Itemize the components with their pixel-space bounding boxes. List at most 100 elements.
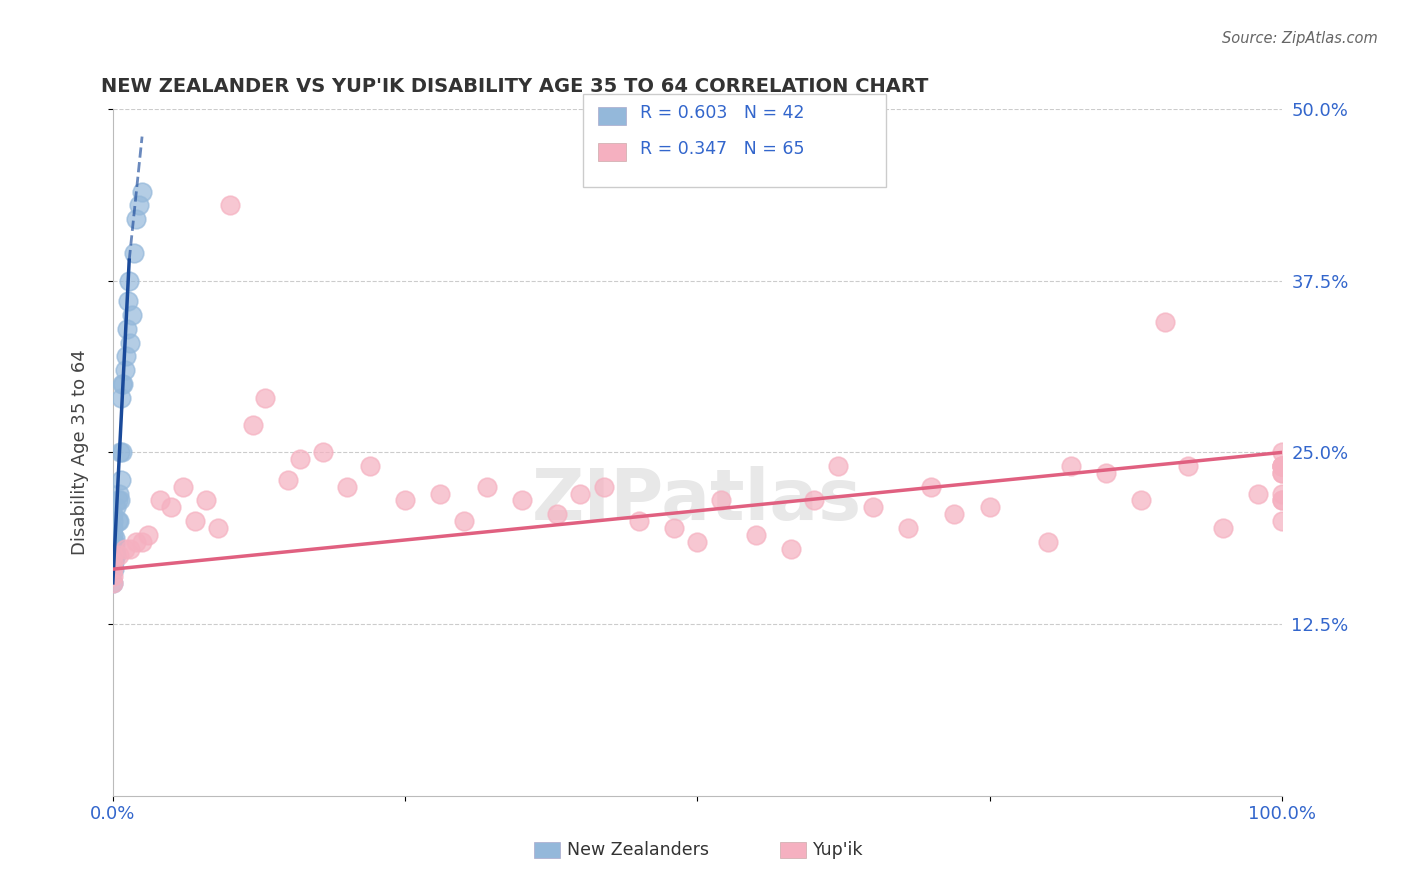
Point [745, 528, 768, 542]
Point [104, 544, 127, 558]
Point [510, 493, 533, 508]
Point [107, 549, 129, 563]
Point [128, 198, 150, 212]
Text: Source: ZipAtlas.com: Source: ZipAtlas.com [1222, 31, 1378, 46]
Point [336, 480, 359, 494]
Point [101, 534, 124, 549]
Point [1095, 466, 1118, 480]
Point [1271, 459, 1294, 474]
Point [779, 541, 801, 556]
Point [592, 480, 614, 494]
Point [207, 521, 229, 535]
Point [359, 459, 381, 474]
Point [1271, 493, 1294, 508]
Point [125, 534, 148, 549]
Text: R = 0.603   N = 42: R = 0.603 N = 42 [640, 104, 804, 122]
Point [125, 211, 148, 226]
Point [115, 322, 138, 336]
Point [1271, 445, 1294, 459]
Point [218, 198, 240, 212]
Point [1177, 459, 1199, 474]
Point [103, 541, 125, 556]
Point [108, 493, 131, 508]
Point [101, 555, 124, 569]
Point [1036, 534, 1059, 549]
Point [277, 473, 299, 487]
Text: Yup'ik: Yup'ik [813, 841, 863, 859]
Point [103, 549, 125, 563]
Point [114, 541, 136, 556]
Point [104, 537, 127, 551]
Point [1060, 459, 1083, 474]
Point [121, 308, 143, 322]
Point [118, 274, 141, 288]
Point [1271, 486, 1294, 500]
Point [101, 555, 124, 569]
Point [253, 391, 276, 405]
Point [103, 534, 125, 549]
Point [1271, 514, 1294, 528]
Point [1212, 521, 1234, 535]
Point [710, 493, 733, 508]
Point [101, 562, 124, 576]
Point [114, 349, 136, 363]
Point [107, 486, 129, 500]
Point [101, 507, 124, 521]
Point [827, 459, 849, 474]
Point [103, 562, 125, 576]
Point [546, 507, 568, 521]
Text: ZIPatlas: ZIPatlas [533, 466, 862, 535]
Point [195, 493, 218, 508]
Point [111, 376, 134, 391]
Point [662, 521, 685, 535]
Point [101, 528, 124, 542]
Point [101, 521, 124, 535]
Point [105, 500, 128, 515]
Point [862, 500, 884, 515]
Point [172, 480, 194, 494]
Point [1271, 459, 1294, 474]
Point [803, 493, 825, 508]
Point [569, 486, 592, 500]
Point [1153, 315, 1175, 329]
Point [107, 493, 129, 508]
Point [429, 486, 451, 500]
Point [131, 185, 153, 199]
Point [122, 246, 145, 260]
Point [131, 534, 153, 549]
Point [101, 575, 124, 590]
Point [104, 531, 127, 545]
Point [110, 473, 132, 487]
Point [1271, 466, 1294, 480]
Point [160, 500, 183, 515]
Point [149, 493, 172, 508]
Point [101, 514, 124, 528]
Point [117, 294, 139, 309]
Point [1247, 486, 1270, 500]
Point [1271, 459, 1294, 474]
Point [394, 493, 416, 508]
Point [101, 549, 124, 563]
Point [101, 562, 124, 576]
Text: NEW ZEALANDER VS YUP'IK DISABILITY AGE 35 TO 64 CORRELATION CHART: NEW ZEALANDER VS YUP'IK DISABILITY AGE 3… [101, 78, 928, 96]
Point [120, 335, 142, 350]
Point [136, 528, 159, 542]
Point [105, 549, 128, 563]
Point [110, 391, 132, 405]
Point [1271, 493, 1294, 508]
Point [183, 514, 205, 528]
Point [453, 514, 475, 528]
Point [979, 500, 1001, 515]
Point [1271, 459, 1294, 474]
Point [312, 445, 335, 459]
Point [1130, 493, 1153, 508]
Point [120, 541, 142, 556]
Point [897, 521, 920, 535]
Point [101, 549, 124, 563]
Text: R = 0.347   N = 65: R = 0.347 N = 65 [640, 140, 804, 158]
Point [108, 445, 131, 459]
Point [943, 507, 966, 521]
Point [114, 363, 136, 377]
Point [627, 514, 650, 528]
Point [112, 376, 135, 391]
